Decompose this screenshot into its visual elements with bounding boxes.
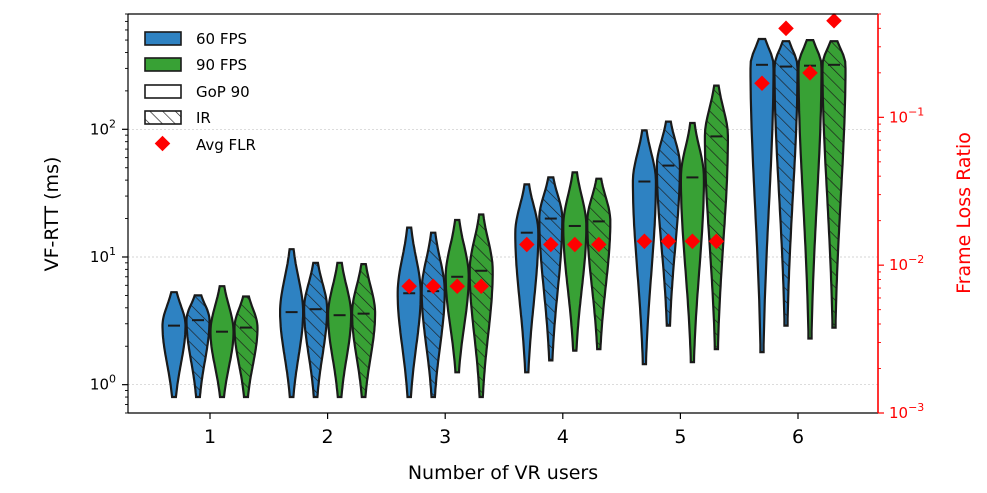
y-tick-label: 101 xyxy=(90,245,116,266)
flr-markers xyxy=(401,12,842,295)
violin-90fps-gop90-4-outline xyxy=(562,171,588,352)
violin-60fps-gop90-5-outline xyxy=(631,129,657,366)
flr-marker xyxy=(684,233,701,250)
violin-90fps-ir-1-hatch xyxy=(234,296,258,397)
violin-60fps-ir-5-outline xyxy=(655,120,681,327)
flr-marker xyxy=(567,236,583,253)
violin-60fps-gop90-3 xyxy=(397,227,421,397)
legend-swatch-90fps xyxy=(144,57,182,72)
violin-60fps-gop90-4-outline xyxy=(514,183,540,374)
flr-marker xyxy=(519,236,535,253)
x-tick-label: 3 xyxy=(439,426,451,448)
axes: 1 2 3 4 5 6 100 101 102 10−3 10−2 10−1 xyxy=(90,13,924,448)
violin-60fps-gop90-1 xyxy=(162,292,186,397)
y2-tick-label: 10−1 xyxy=(889,105,924,126)
violin-60fps-ir-4-outline xyxy=(538,176,564,362)
legend-swatch-gop90 xyxy=(144,84,182,99)
legend-marker-flr xyxy=(154,135,171,152)
violin-60fps-ir-1-hatch xyxy=(186,295,210,397)
flr-marker xyxy=(660,233,677,250)
violin-60fps-gop90-2 xyxy=(280,249,304,397)
violin-90fps-ir-6-hatch xyxy=(822,41,846,328)
violin-90fps-gop90-2-outline xyxy=(327,261,353,399)
violin-90fps-ir-3-hatch xyxy=(469,214,493,397)
x-tick-label: 2 xyxy=(322,426,334,448)
x-tick-label: 6 xyxy=(792,426,804,448)
violin-60fps-gop90-6-outline xyxy=(749,37,775,354)
violin-90fps-gop90-1 xyxy=(210,286,234,397)
violin-90fps-ir-1-outline xyxy=(233,295,259,399)
violin-60fps-ir-5-hatch xyxy=(656,121,680,326)
flr-marker xyxy=(826,12,842,29)
violin-60fps-ir-3-outline xyxy=(420,231,446,399)
legend-label-flr: Avg FLR xyxy=(196,136,256,154)
violin-60fps-ir-6-outline xyxy=(773,40,799,327)
flr-marker xyxy=(708,233,725,250)
violin-60fps-gop90-6 xyxy=(750,39,774,353)
violin-90fps-gop90-4 xyxy=(563,172,587,351)
x-tick-label: 1 xyxy=(204,426,216,448)
violin-90fps-gop90-6 xyxy=(798,40,822,339)
violin-90fps-gop90-3 xyxy=(445,220,469,373)
violin-90fps-gop90-1-outline xyxy=(209,285,235,399)
flr-marker xyxy=(778,20,794,37)
violin-90fps-gop90-5-outline xyxy=(679,121,705,364)
violin-60fps-gop90-3-outline xyxy=(396,226,422,399)
violin-60fps-gop90-1-outline xyxy=(161,291,187,399)
flr-marker xyxy=(636,233,653,250)
violin-60fps-gop90-2-outline xyxy=(279,248,305,399)
y-tick-label: 102 xyxy=(90,117,116,138)
legend-label-60fps: 60 FPS xyxy=(196,30,247,48)
violin-90fps-gop90-2 xyxy=(328,262,352,397)
violin-60fps-ir-6-hatch xyxy=(774,41,798,326)
violin-60fps-ir-4-hatch xyxy=(539,177,563,361)
y2-tick-label: 10−2 xyxy=(889,253,924,274)
y-axis-label: VF-RTT (ms) xyxy=(41,157,63,272)
y2-tick-label: 10−3 xyxy=(889,401,924,422)
violins xyxy=(161,37,847,399)
legend: 60 FPS 90 FPS GoP 90 IR Avg FLR xyxy=(144,30,256,154)
y2-axis-label: Frame Loss Ratio xyxy=(953,132,975,294)
y-tick-label: 100 xyxy=(90,373,116,394)
violin-90fps-ir-5-outline xyxy=(703,84,729,351)
violin-90fps-ir-6-outline xyxy=(821,40,847,329)
legend-swatch-ir xyxy=(144,110,182,125)
violin-90fps-ir-3-outline xyxy=(468,213,494,399)
legend-label-ir: IR xyxy=(196,109,211,127)
legend-label-gop90: GoP 90 xyxy=(196,83,250,101)
violin-90fps-ir-4-outline xyxy=(586,177,612,351)
x-tick-label: 5 xyxy=(674,426,686,448)
violin-60fps-ir-1-outline xyxy=(185,294,211,399)
legend-label-90fps: 90 FPS xyxy=(196,56,247,74)
flr-marker xyxy=(543,236,559,253)
violin-90fps-gop90-6-outline xyxy=(797,39,823,340)
violin-90fps-ir-2-outline xyxy=(351,263,377,399)
flr-marker xyxy=(591,236,607,253)
violin-90fps-ir-5-hatch xyxy=(704,85,728,350)
legend-swatch-60fps xyxy=(144,31,182,46)
x-tick-label: 4 xyxy=(557,426,569,448)
violin-60fps-gop90-4 xyxy=(515,184,539,373)
violin-60fps-ir-2-hatch xyxy=(304,262,328,397)
x-axis-label: Number of VR users xyxy=(408,462,598,484)
violin-90fps-gop90-3-outline xyxy=(444,218,470,374)
violin-90fps-ir-2-hatch xyxy=(352,264,376,397)
violin-60fps-ir-2-outline xyxy=(303,261,329,399)
violin-60fps-ir-3-hatch xyxy=(421,232,445,397)
